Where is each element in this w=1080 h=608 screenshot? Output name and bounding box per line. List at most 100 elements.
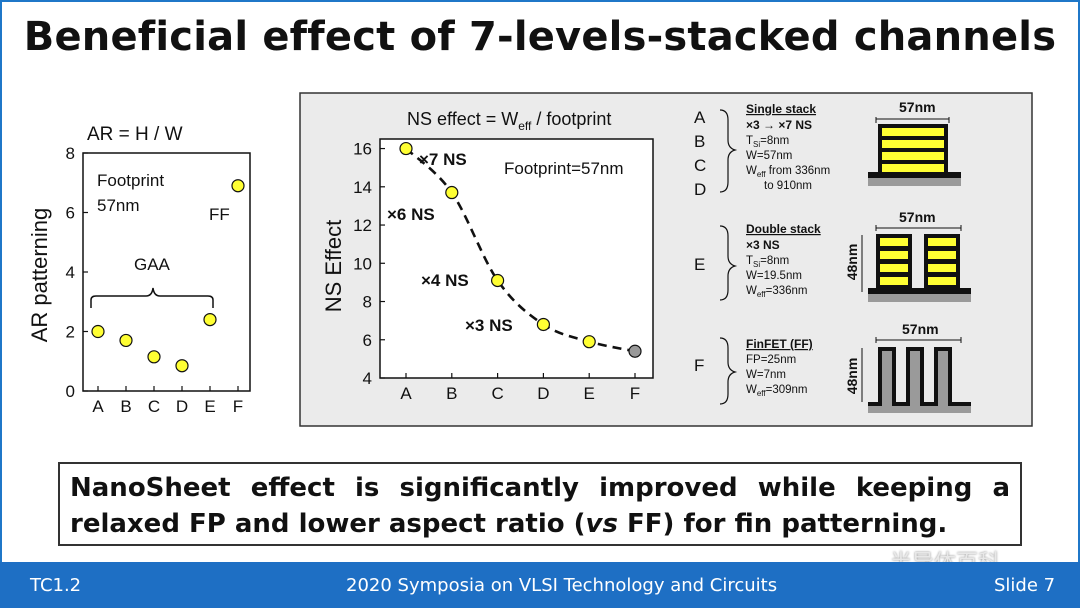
- slide-frame: [0, 0, 1080, 562]
- single-tsi-sub: Si: [753, 140, 760, 149]
- double-height-label: 48nm: [844, 244, 860, 281]
- ar-ff-label: FF: [209, 205, 230, 224]
- legend-brace-1: [719, 109, 738, 193]
- conclusion-line-2: relaxed FP and lower aspect ratio (vs FF…: [70, 506, 1010, 542]
- x-tick-label: B: [446, 384, 457, 403]
- ns-label-3: ×3 NS: [465, 316, 513, 335]
- x-tick-label: E: [204, 397, 215, 416]
- double-tsi-val: =8nm: [760, 255, 789, 267]
- finfet-height-label: 48nm: [844, 358, 860, 395]
- conclusion-vs: vs: [585, 509, 618, 539]
- legend-letter-a: A: [694, 108, 706, 127]
- ar-chart-title: AR = H / W: [87, 124, 183, 145]
- ar-footprint-label-1: Footprint: [97, 171, 164, 190]
- single-weff-w: W: [746, 165, 757, 177]
- ar-point-b: [119, 333, 133, 348]
- ar-point-e: [203, 313, 217, 327]
- ns-chart-title: NS effect = Weff / footprint: [407, 109, 611, 133]
- legend-letter-d: D: [694, 180, 706, 199]
- ns-label-7: ×7 NS: [419, 150, 467, 169]
- single-stack-line4: Weff from 336nm: [746, 165, 830, 179]
- y-tick-label: 4: [363, 369, 372, 388]
- double-stack-drawing: [861, 225, 971, 302]
- finfet-weff-sub: eff: [757, 389, 767, 398]
- finfet-weff-w: W: [746, 384, 757, 396]
- conclusion-line-1: NanoSheet effect is significantly improv…: [70, 473, 1010, 503]
- y-tick-label: 16: [353, 140, 372, 159]
- ar-point-d: [175, 359, 189, 373]
- double-dim-label: 57nm: [899, 209, 936, 225]
- finfet-drawing: [861, 337, 971, 413]
- y-tick-label: 8: [363, 293, 372, 312]
- legend-letter-f: F: [694, 356, 704, 375]
- y-tick-label: 0: [66, 382, 75, 401]
- footer-session: TC1.2: [30, 575, 82, 596]
- y-tick-label: 2: [66, 323, 75, 342]
- y-tick-label: 10: [353, 254, 372, 273]
- ns-chart-ticks: 4 6 8 10 12 14 16 A B C D E F: [353, 140, 640, 403]
- ar-footprint-label-2: 57nm: [97, 196, 140, 215]
- double-tsi-t: T: [746, 255, 753, 267]
- single-weff-val: from 336nm: [766, 165, 831, 177]
- ns-point-f: [628, 344, 642, 358]
- ns-label-4: ×4 NS: [421, 271, 469, 290]
- x-tick-label: F: [630, 384, 640, 403]
- slide-title: Beneficial effect of 7-levels-stacked ch…: [23, 14, 1057, 60]
- conclusion-line-2a: relaxed FP and lower aspect ratio (: [70, 509, 586, 539]
- single-stack-drawing: [868, 117, 961, 186]
- x-tick-label: C: [491, 384, 503, 403]
- ns-plot-area: [379, 138, 654, 379]
- legend-letter-b: B: [694, 132, 705, 151]
- single-stack-line2: TSi=8nm: [746, 135, 789, 149]
- double-stack-line1: ×3 NS: [746, 238, 780, 252]
- finfet-weff-val: =309nm: [766, 384, 808, 396]
- double-weff-val: =336nm: [766, 285, 808, 297]
- y-tick-label: 6: [363, 331, 372, 350]
- x-tick-label: F: [233, 397, 243, 416]
- x-tick-label: D: [176, 397, 188, 416]
- double-stack-line4: Weff=336nm: [746, 285, 808, 299]
- y-tick-label: 8: [66, 144, 75, 163]
- ns-point-b: [445, 185, 459, 200]
- ar-chart-ylabel: AR patterning: [27, 208, 52, 343]
- ns-title-sub: eff: [518, 119, 532, 133]
- x-tick-label: A: [92, 397, 104, 416]
- finfet-line1: FP=25nm: [746, 354, 796, 366]
- single-tsi-t: T: [746, 135, 753, 147]
- legend-letter-c: C: [694, 156, 706, 175]
- ns-point-c: [491, 273, 505, 288]
- double-stack-line2: TSi=8nm: [746, 255, 789, 269]
- single-stack-line1: ×3 → ×7 NS: [746, 118, 812, 132]
- legend-letter-e: E: [694, 255, 705, 274]
- double-weff-sub: eff: [757, 290, 767, 299]
- footer-bar: TC1.2 2020 Symposia on VLSI Technology a…: [0, 562, 1080, 608]
- ns-chart-ylabel: NS Effect: [321, 220, 346, 313]
- ns-label-6: ×6 NS: [387, 205, 435, 224]
- double-tsi-sub: Si: [753, 260, 760, 269]
- ar-chart-points: [91, 179, 245, 373]
- x-tick-label: A: [400, 384, 412, 403]
- x-tick-label: D: [537, 384, 549, 403]
- single-stack-line3: W=57nm: [746, 150, 792, 162]
- ns-point-e: [582, 335, 596, 349]
- y-tick-label: 12: [353, 216, 372, 235]
- ar-point-a: [91, 324, 105, 339]
- gaa-bracket: [90, 287, 214, 308]
- y-tick-label: 6: [66, 204, 75, 223]
- ns-point-a: [399, 141, 413, 156]
- single-stack-title: Single stack: [746, 102, 816, 116]
- single-dim-label: 57nm: [899, 99, 936, 115]
- ar-chart-ticks: 0 2 4 6 8 A B C D E F: [66, 144, 244, 416]
- ns-title-rest: / footprint: [531, 109, 611, 129]
- ar-gaa-label: GAA: [134, 255, 171, 274]
- x-tick-label: B: [120, 397, 131, 416]
- finfet-title: FinFET (FF): [746, 337, 813, 351]
- double-stack-title: Double stack: [746, 222, 821, 236]
- legend-brace-2: [719, 225, 738, 301]
- ns-footprint-label: Footprint=57nm: [504, 159, 624, 178]
- single-stack-line5: to 910nm: [764, 180, 812, 192]
- single-tsi-val: =8nm: [760, 135, 789, 147]
- x-tick-label: E: [584, 384, 595, 403]
- double-stack-line3: W=19.5nm: [746, 270, 802, 282]
